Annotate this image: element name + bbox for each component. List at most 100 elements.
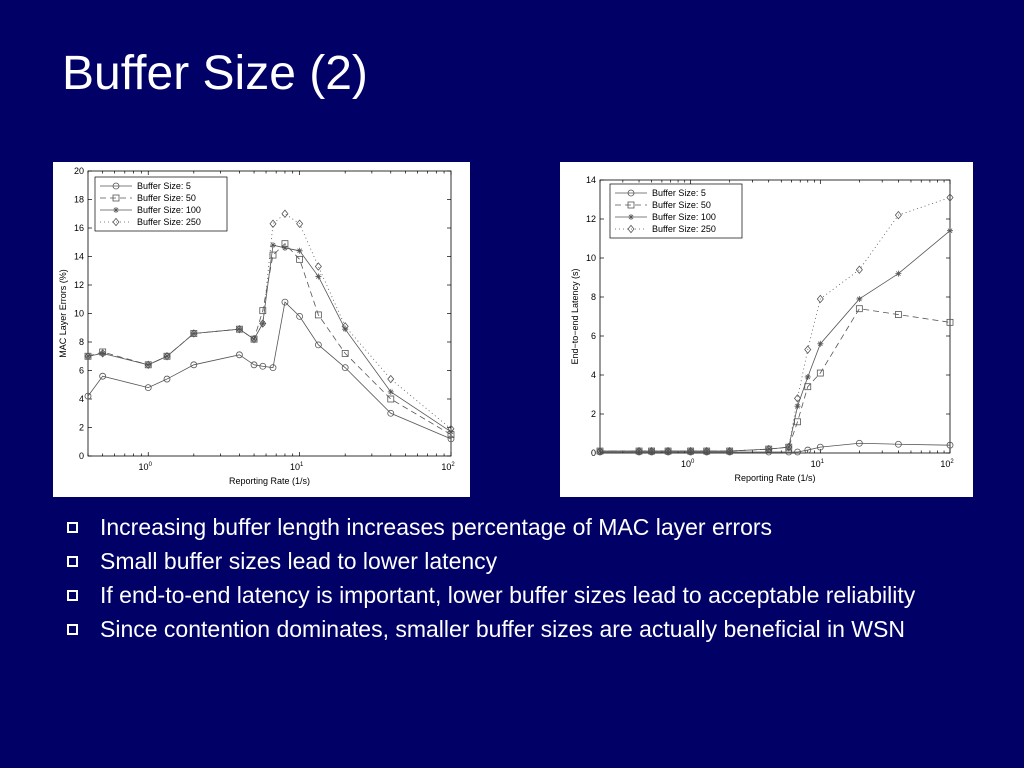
legend-label: Buffer Size: 100 <box>652 212 716 222</box>
data-point <box>765 444 773 454</box>
series-line <box>600 197 951 452</box>
data-point <box>447 424 455 434</box>
x-tick-label: 100 <box>681 459 695 469</box>
data-point <box>387 388 394 395</box>
data-point <box>894 210 902 220</box>
legend-marker <box>112 217 120 227</box>
x-tick-label: 102 <box>441 462 455 472</box>
y-tick-label: 0 <box>591 448 596 458</box>
y-tick-label: 18 <box>74 195 84 205</box>
data-point <box>648 448 655 455</box>
data-point <box>163 375 171 383</box>
data-point <box>281 209 289 218</box>
y-tick-label: 8 <box>591 292 596 302</box>
data-point <box>946 318 954 326</box>
data-point <box>190 329 198 338</box>
square-bullet-icon <box>67 624 78 635</box>
legend-label: Buffer Size: 100 <box>137 205 201 215</box>
data-point <box>804 345 812 354</box>
data-point <box>84 392 92 400</box>
series-3 <box>596 193 954 456</box>
y-tick-label: 16 <box>74 223 84 233</box>
legend-label: Buffer Size: 50 <box>652 200 711 210</box>
data-point <box>296 255 304 263</box>
data-point <box>596 446 604 456</box>
data-point <box>84 352 92 361</box>
y-tick-label: 14 <box>586 175 596 185</box>
data-point <box>785 442 793 452</box>
series-line <box>87 213 452 430</box>
data-point <box>296 312 304 320</box>
data-point <box>816 443 824 451</box>
series-2 <box>85 242 454 435</box>
legend-label: Buffer Size: 5 <box>137 181 191 191</box>
y-tick-label: 6 <box>79 366 84 376</box>
data-point <box>315 273 322 280</box>
data-point <box>259 307 267 315</box>
series-2 <box>597 227 953 455</box>
data-point <box>99 372 107 380</box>
data-point <box>687 446 695 456</box>
x-tick-base: 10 <box>940 459 950 469</box>
x-tick-exponent: 2 <box>950 459 954 465</box>
data-point <box>269 364 277 372</box>
data-point <box>817 340 824 347</box>
data-point <box>894 440 902 448</box>
data-point <box>894 311 902 318</box>
bullet-list: Increasing buffer length increases perce… <box>64 514 964 650</box>
data-point <box>341 349 349 357</box>
y-tick-label: 2 <box>79 423 84 433</box>
bullet-text: Since contention dominates, smaller buff… <box>100 616 905 642</box>
data-point <box>946 441 954 449</box>
data-point <box>687 448 694 455</box>
data-point <box>296 247 303 254</box>
legend-label: Buffer Size: 50 <box>137 193 196 203</box>
data-point <box>447 435 455 443</box>
series-line <box>87 244 452 433</box>
data-point <box>895 270 902 277</box>
x-tick-label: 101 <box>290 462 304 472</box>
x-tick-label: 100 <box>139 462 153 472</box>
data-point <box>804 373 811 380</box>
legend-label: Buffer Size: 250 <box>652 224 716 234</box>
data-point <box>235 351 243 359</box>
end-to-end-latency-chart: 0 2 4 6 8 10 12 14 100 101 102 Reporting Rate (1/s)… <box>560 162 973 497</box>
legend-marker <box>627 189 635 197</box>
y-axis-label: MAC Layer Errors (%) <box>58 269 68 358</box>
y-tick-label: 14 <box>74 252 84 262</box>
data-point <box>145 361 152 368</box>
data-point <box>259 320 266 327</box>
y-tick-label: 10 <box>74 309 84 319</box>
x-tick-exponent: 0 <box>691 459 695 465</box>
data-point <box>314 262 322 271</box>
bullet-text: If end-to-end latency is important, lowe… <box>100 582 916 608</box>
data-point <box>794 448 801 456</box>
y-tick-label: 0 <box>79 451 84 461</box>
data-point <box>144 360 152 370</box>
series-line <box>600 308 951 452</box>
data-point <box>259 362 267 370</box>
data-point <box>726 448 733 455</box>
data-point <box>855 305 863 313</box>
legend-label: Buffer Size: 250 <box>137 217 201 227</box>
data-point <box>947 227 953 234</box>
x-tick-base: 10 <box>681 459 691 469</box>
data-point <box>190 330 197 337</box>
square-bullet-icon <box>67 590 78 601</box>
data-point <box>281 244 288 251</box>
y-tick-label: 10 <box>586 253 596 263</box>
plot-frame <box>599 179 951 454</box>
data-point <box>235 324 243 334</box>
data-point <box>648 446 656 456</box>
data-point <box>703 446 711 456</box>
data-point <box>281 298 289 306</box>
data-point <box>816 369 824 377</box>
data-point <box>259 319 267 328</box>
legend: Buffer Size: 5 Buffer Size: 50 Buffer Size… <box>94 176 228 232</box>
bullet-item: Since contention dominates, smaller buff… <box>64 616 964 643</box>
data-point <box>636 448 643 455</box>
data-point <box>190 361 198 369</box>
series-3 <box>84 209 455 434</box>
data-point <box>269 251 277 259</box>
